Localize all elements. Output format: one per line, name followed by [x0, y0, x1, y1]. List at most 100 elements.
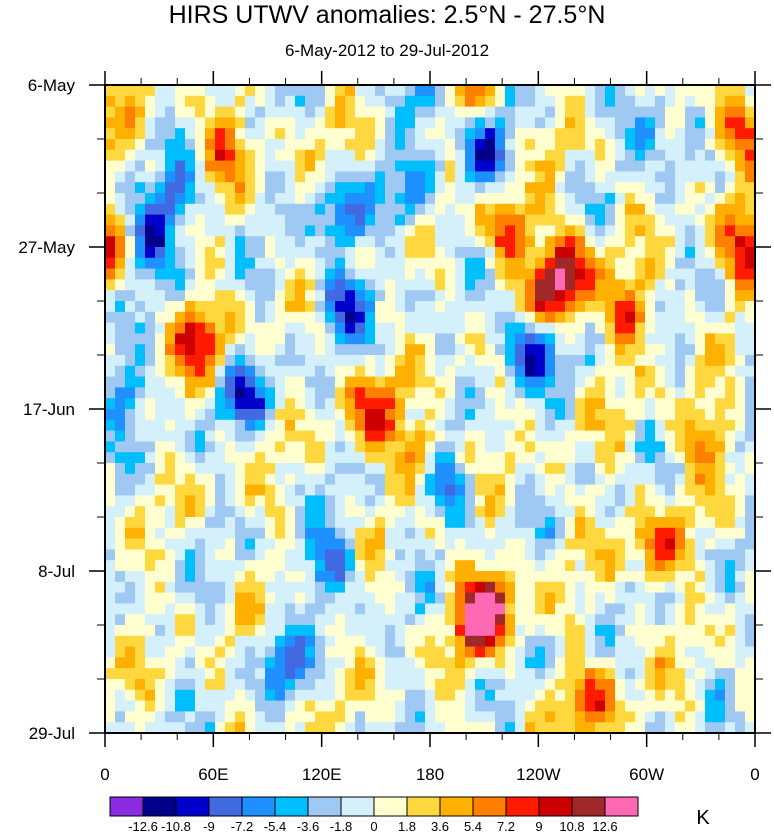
- field-cell: [575, 495, 586, 507]
- field-cell: [615, 85, 626, 97]
- field-cell: [695, 139, 706, 151]
- field-cell: [485, 171, 496, 183]
- field-cell: [245, 711, 256, 723]
- field-cell: [265, 635, 276, 648]
- field-cell: [745, 646, 755, 658]
- field-cell: [205, 603, 216, 615]
- field-cell: [415, 560, 426, 572]
- field-cell: [675, 182, 686, 194]
- field-cell: [325, 139, 336, 151]
- field-cell: [645, 581, 656, 594]
- field-cell: [355, 247, 366, 259]
- field-cell: [135, 236, 146, 248]
- field-cell: [365, 592, 376, 604]
- field-cell: [635, 95, 646, 108]
- field-cell: [175, 625, 186, 637]
- field-cell: [675, 149, 686, 162]
- field-cell: [685, 139, 696, 151]
- field-cell: [295, 290, 306, 302]
- field-cell: [415, 452, 426, 464]
- field-cell: [685, 722, 696, 733]
- field-cell: [445, 355, 456, 367]
- field-cell: [215, 398, 226, 410]
- field-cell: [695, 463, 706, 475]
- field-cell: [725, 128, 736, 140]
- field-cell: [505, 279, 516, 291]
- field-cell: [585, 193, 596, 205]
- field-cell: [565, 668, 576, 680]
- field-cell: [615, 203, 626, 216]
- field-cell: [615, 538, 626, 550]
- field-cell: [475, 711, 486, 723]
- field-cell: [385, 722, 396, 733]
- field-cell: [185, 657, 196, 669]
- field-cell: [505, 657, 516, 669]
- field-cell: [355, 95, 366, 108]
- field-cell: [295, 722, 306, 733]
- field-cell: [715, 571, 726, 583]
- field-cell: [215, 527, 226, 540]
- field-cell: [125, 139, 136, 151]
- field-cell: [585, 301, 596, 313]
- field-cell: [205, 668, 216, 680]
- field-cell: [485, 387, 496, 399]
- field-cell: [235, 236, 246, 248]
- field-cell: [505, 646, 516, 658]
- field-cell: [245, 355, 256, 367]
- field-cell: [675, 592, 686, 604]
- field-cell: [525, 149, 536, 162]
- field-cell: [155, 581, 166, 594]
- field-cell: [495, 452, 506, 464]
- field-cell: [355, 290, 366, 302]
- field-cell: [595, 571, 606, 583]
- field-cell: [695, 614, 706, 626]
- field-cell: [595, 344, 606, 356]
- field-cell: [695, 149, 706, 162]
- field-cell: [625, 441, 636, 453]
- field-cell: [125, 679, 136, 691]
- field-cell: [375, 365, 386, 378]
- field-cell: [565, 495, 576, 507]
- field-cell: [225, 149, 236, 162]
- field-cell: [705, 484, 716, 496]
- field-cell: [515, 333, 526, 345]
- field-cell: [325, 257, 336, 270]
- field-cell: [415, 538, 426, 550]
- field-cell: [485, 506, 496, 518]
- field-cell: [105, 398, 116, 410]
- field-cell: [255, 128, 266, 140]
- field-cell: [315, 355, 326, 367]
- field-cell: [695, 657, 706, 669]
- field-cell: [395, 517, 406, 529]
- field-cell: [315, 301, 326, 313]
- field-cell: [105, 657, 116, 669]
- field-cell: [415, 722, 426, 733]
- field-cell: [515, 700, 526, 712]
- field-cell: [215, 203, 226, 216]
- field-cell: [355, 463, 366, 475]
- field-cell: [245, 538, 256, 550]
- field-cell: [535, 430, 546, 442]
- field-cell: [405, 484, 416, 496]
- field-cell: [465, 193, 476, 205]
- field-cell: [365, 322, 376, 334]
- field-cell: [435, 409, 446, 421]
- field-cell: [265, 581, 276, 594]
- field-cell: [245, 225, 256, 237]
- field-cell: [595, 290, 606, 302]
- field-cell: [275, 160, 286, 172]
- field-cell: [655, 279, 666, 291]
- field-cell: [105, 689, 116, 702]
- field-cell: [675, 657, 686, 669]
- field-cell: [595, 322, 606, 334]
- field-cell: [615, 700, 626, 712]
- field-cell: [585, 279, 596, 291]
- field-cell: [725, 203, 736, 216]
- field-cell: [475, 603, 486, 615]
- field-cell: [135, 171, 146, 183]
- field-cell: [475, 139, 486, 151]
- field-cell: [545, 387, 556, 399]
- field-cell: [105, 527, 116, 540]
- field-cell: [615, 355, 626, 367]
- field-cell: [695, 376, 706, 388]
